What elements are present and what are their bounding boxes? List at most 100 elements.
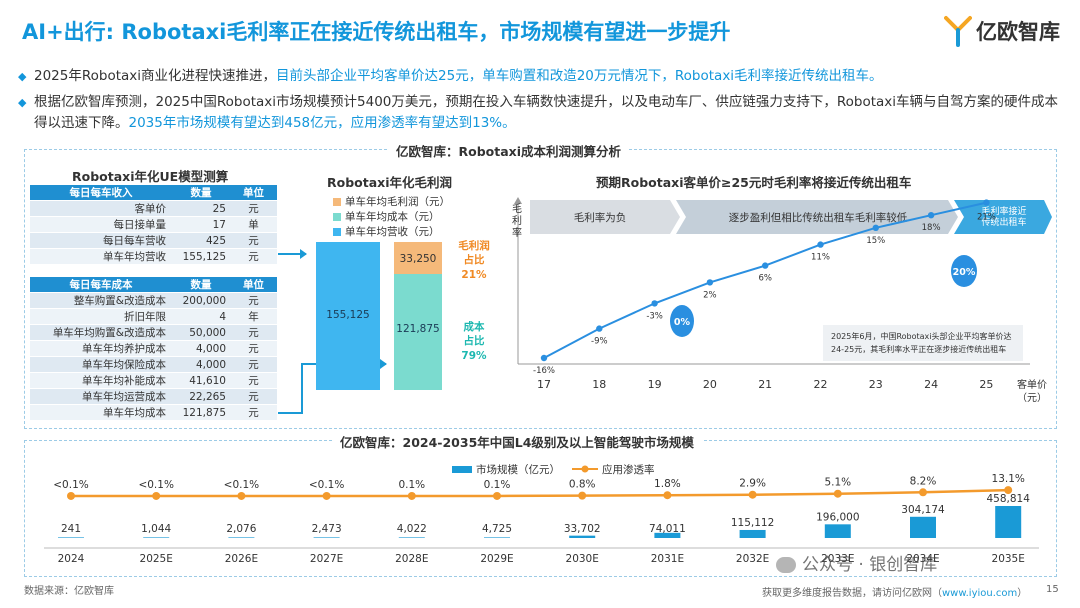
legend-label-bar: 市场规模（亿元） (476, 463, 560, 476)
penetration-label: 13.1% (992, 473, 1025, 485)
margin-point (872, 224, 879, 231)
table-row: 单车年均运营成本 22,265 元 (30, 388, 277, 405)
row-label: 折旧年限 (30, 308, 172, 325)
market-bar-label: 241 (61, 523, 81, 535)
market-bar (484, 537, 510, 538)
market-bar-label: 115,112 (731, 517, 774, 529)
arrow-head-icon (300, 249, 307, 259)
x-tick-label: 2031E (651, 553, 684, 565)
table-row: 单车年均补能成本 41,610 元 (30, 372, 277, 389)
cost-share-line1: 成本 (464, 320, 485, 333)
cost-bar-label: 121,875 (396, 323, 439, 335)
x-tick-label: 2030E (566, 553, 599, 565)
note-box (823, 325, 1023, 361)
col-header: 每日每车成本 (30, 277, 172, 293)
callout-zero-label: 0% (674, 317, 691, 328)
market-size-chart: 241 2024 1,044 2025E 2,076 2026E 2,473 2027E 4,0… (44, 473, 1039, 565)
cost-profit-panel-title: 亿欧智库：Robotaxi成本利润测算分析 (388, 141, 630, 160)
row-value: 41,610 (172, 372, 230, 389)
penetration-point (919, 488, 927, 497)
footer-link[interactable]: www.iyiou.com (942, 588, 1018, 599)
col-header: 数量 (172, 277, 230, 293)
penetration-label: 0.1% (484, 479, 511, 491)
market-bar-label: 4,725 (482, 523, 512, 535)
row-value: 50,000 (172, 324, 230, 341)
penetration-label: 0.1% (398, 479, 425, 491)
market-legend: 市场规模（亿元） 应用渗透率 (452, 462, 655, 476)
margin-value-label: 18% (922, 223, 941, 233)
row-label: 单车年均运营成本 (30, 388, 172, 405)
row-unit: 元 (230, 404, 277, 421)
cost-share-line2: 占比 (464, 334, 485, 347)
penetration-point (493, 491, 501, 500)
callout-twenty-label: 20% (953, 267, 976, 278)
table-row: 单车年均购置&改造成本 50,000 元 (30, 324, 277, 341)
row-label: 单车年均保险成本 (30, 356, 172, 373)
table-row: 折旧年限 4 年 (30, 308, 277, 325)
margin-point (762, 262, 769, 269)
x-tick-label: 2033E (821, 553, 854, 565)
legend-swatch-cost (333, 212, 341, 221)
x-tick-label: 2024 (58, 553, 85, 565)
row-label: 每日每车营收 (30, 232, 172, 249)
row-label: 单车年均购置&改造成本 (30, 324, 172, 341)
row-value: 121,875 (172, 404, 230, 421)
penetration-label: 1.8% (654, 478, 681, 490)
margin-value-label: -3% (646, 311, 663, 321)
phase-negative-label: 毛利率为负 (574, 211, 627, 224)
x-tick-label: 2026E (225, 553, 258, 565)
wechat-icon (776, 557, 796, 573)
row-label: 单车年均营收 (30, 248, 172, 265)
phase-low-profit-label: 逐步盈利但相比传统出租车毛利率较低 (729, 211, 908, 224)
profit-share-pct: 21% (461, 269, 487, 281)
margin-value-label: -9% (591, 337, 608, 347)
y-axis-label-1: 毛 (512, 203, 522, 215)
source-note: 数据来源：亿欧智库 (24, 586, 114, 597)
x-tick-label: 21 (758, 378, 772, 391)
bullet-1-highlight: 目前头部企业平均客单价达25元，单车购置和改造20万元情况下，Robotaxi毛… (276, 68, 883, 84)
bullet-1-text: 2025年Robotaxi商业化进程快速推进， (34, 68, 277, 84)
margin-point (817, 241, 824, 248)
penetration-label: 8.2% (910, 475, 937, 487)
revenue-bar-label: 155,125 (326, 309, 369, 321)
margin-value-label: 21% (977, 213, 996, 223)
margin-title: 预期Robotaxi客单价≥25元时毛利率将接近传统出租车 (596, 175, 912, 190)
row-unit: 元 (230, 340, 277, 357)
legend-cost: 单车年均成本（元） (333, 209, 450, 224)
market-bar (313, 537, 340, 538)
margin-value-label: 15% (866, 236, 885, 246)
market-bar (739, 529, 766, 538)
col-header: 数量 (172, 185, 230, 201)
page-number: 15 (1046, 584, 1059, 595)
penetration-point (578, 491, 587, 500)
penetration-label: <0.1% (309, 479, 344, 491)
market-bar (398, 537, 425, 538)
profit-share-line2: 占比 (464, 253, 485, 266)
row-unit: 年 (230, 308, 277, 325)
col-header: 单位 (230, 185, 277, 201)
margin-point (651, 300, 658, 307)
row-value: 4,000 (172, 356, 230, 373)
bullet-2: ◆ 根据亿欧智库预测，2025中国Robotaxi市场规模预计5400万美元，预… (18, 92, 1059, 134)
phase-near-taxi-label: 毛利率接近传统出租车 (981, 205, 1026, 228)
market-size-panel-title: 亿欧智库：2024-2035年中国L4级别及以上智能驾驶市场规模 (332, 432, 702, 451)
profit-share-line1: 毛利润 (458, 239, 490, 252)
footer-cta-end: ） (1017, 588, 1028, 599)
x-tick-label: 2028E (395, 553, 428, 565)
penetration-label: 0.8% (569, 479, 596, 491)
market-size-panel (24, 440, 1057, 577)
watermark-text: 公众号 · 银创智库 (802, 555, 938, 575)
penetration-label: 2.9% (739, 478, 766, 490)
row-unit: 元 (230, 232, 277, 249)
y-axis-arrow-icon (514, 197, 522, 204)
margin-value-label: -16% (533, 366, 555, 376)
cost-share-pct: 79% (461, 350, 487, 362)
row-unit: 元 (230, 388, 277, 405)
x-tick-label: 22 (814, 378, 828, 391)
gross-profit-chart: 155,125 33,250 121,875 毛利润 占比 21% 成本 占比 … (278, 239, 490, 414)
yiou-logo-icon (944, 16, 972, 47)
penetration-point (833, 489, 842, 498)
footer-cta: 获取更多维度报告数据，请访问亿欧网（www.iyiou.com） (762, 584, 1027, 599)
row-value: 425 (172, 232, 230, 249)
row-label: 整车购置&改造成本 (30, 292, 172, 309)
